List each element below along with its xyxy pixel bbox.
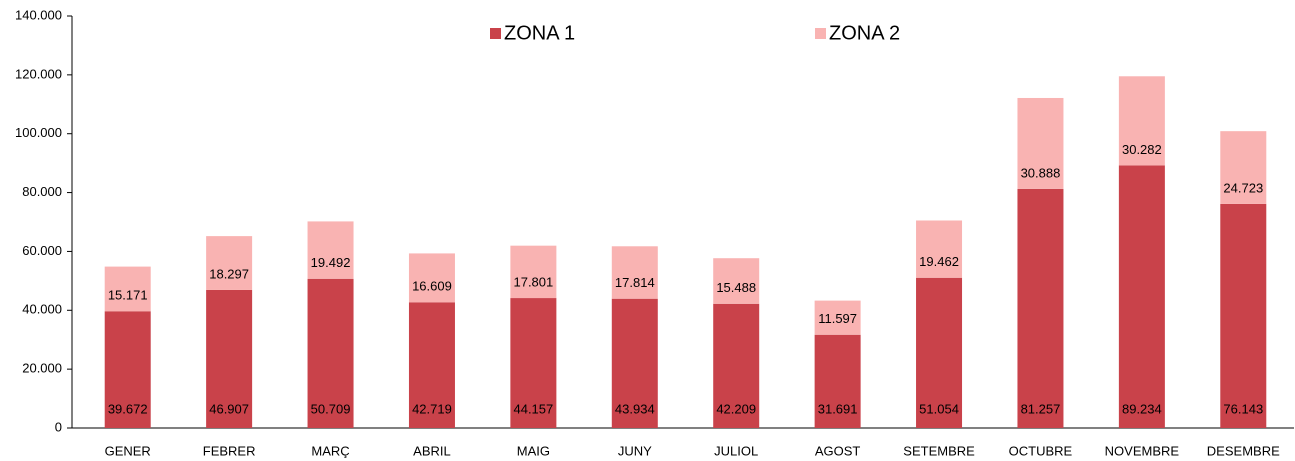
value-label: 11.597 <box>818 311 857 326</box>
y-tick-label: 40.000 <box>22 302 62 317</box>
y-tick-label: 80.000 <box>22 184 62 199</box>
bar-segment <box>104 266 151 312</box>
value-label: 18.297 <box>209 266 249 281</box>
x-tick-label: JUNY <box>618 443 652 458</box>
bar-segment <box>1220 203 1267 428</box>
bar-segment <box>611 246 658 299</box>
bar-segment <box>408 253 455 303</box>
bar-segment <box>916 277 963 428</box>
value-label: 19.462 <box>919 254 959 269</box>
value-label: 50.709 <box>311 401 351 416</box>
x-tick-label: MARÇ <box>311 443 349 458</box>
value-label: 30.888 <box>1021 165 1061 180</box>
value-label: 17.801 <box>513 274 553 289</box>
bar-segment <box>408 302 455 428</box>
bar-segment <box>1118 165 1165 428</box>
value-label: 24.723 <box>1223 180 1263 195</box>
legend-label: ZONA 1 <box>504 22 575 44</box>
value-label: 15.488 <box>716 280 756 295</box>
value-label: 17.814 <box>615 275 655 290</box>
x-tick-label: DESEMBRE <box>1207 443 1280 458</box>
y-tick-label: 60.000 <box>22 243 62 258</box>
bar-segment <box>307 221 354 279</box>
legend-swatch <box>490 28 501 39</box>
bar-segment <box>1220 131 1267 204</box>
value-label: 31.691 <box>818 401 858 416</box>
x-tick-label: ABRIL <box>413 443 451 458</box>
y-tick-label: 0 <box>55 419 62 434</box>
bar-segment <box>206 236 253 290</box>
bar-segment <box>814 334 861 428</box>
value-label: 81.257 <box>1021 401 1061 416</box>
value-label: 42.209 <box>716 401 756 416</box>
y-tick-label: 140.000 <box>15 7 62 22</box>
y-tick-label: 120.000 <box>15 66 62 81</box>
bar-segment <box>713 258 760 304</box>
bar-segment <box>307 278 354 428</box>
bar-segment <box>510 245 557 299</box>
bar-segment <box>104 311 151 428</box>
x-tick-label: NOVEMBRE <box>1105 443 1180 458</box>
x-tick-label: GENER <box>105 443 151 458</box>
bar-segment <box>814 300 861 335</box>
bar-segment <box>1118 76 1165 166</box>
legend-swatch <box>815 28 826 39</box>
bar-segment <box>916 220 963 278</box>
value-label: 44.157 <box>513 401 553 416</box>
bar-segment <box>510 298 557 428</box>
value-label: 16.609 <box>412 279 452 294</box>
value-label: 42.719 <box>412 401 452 416</box>
x-tick-label: AGOST <box>815 443 861 458</box>
value-label: 76.143 <box>1223 401 1263 416</box>
x-tick-label: SETEMBRE <box>903 443 975 458</box>
value-label: 46.907 <box>209 401 249 416</box>
value-label: 30.282 <box>1122 142 1162 157</box>
value-label: 15.171 <box>108 288 148 303</box>
x-tick-label: OCTUBRE <box>1009 443 1073 458</box>
y-tick-label: 100.000 <box>15 125 62 140</box>
bar-segment <box>206 289 253 428</box>
x-tick-label: JULIOL <box>714 443 758 458</box>
bar-segment <box>611 298 658 428</box>
legend-label: ZONA 2 <box>829 22 900 44</box>
bar-segment <box>1017 97 1064 189</box>
x-tick-label: MAIG <box>517 443 550 458</box>
bar-segment <box>1017 188 1064 428</box>
value-label: 43.934 <box>615 401 655 416</box>
value-label: 51.054 <box>919 401 959 416</box>
value-label: 19.492 <box>311 255 351 270</box>
y-tick-label: 20.000 <box>22 361 62 376</box>
value-label: 39.672 <box>108 401 148 416</box>
bar-segment <box>713 303 760 428</box>
value-label: 89.234 <box>1122 401 1162 416</box>
x-tick-label: FEBRER <box>203 443 256 458</box>
